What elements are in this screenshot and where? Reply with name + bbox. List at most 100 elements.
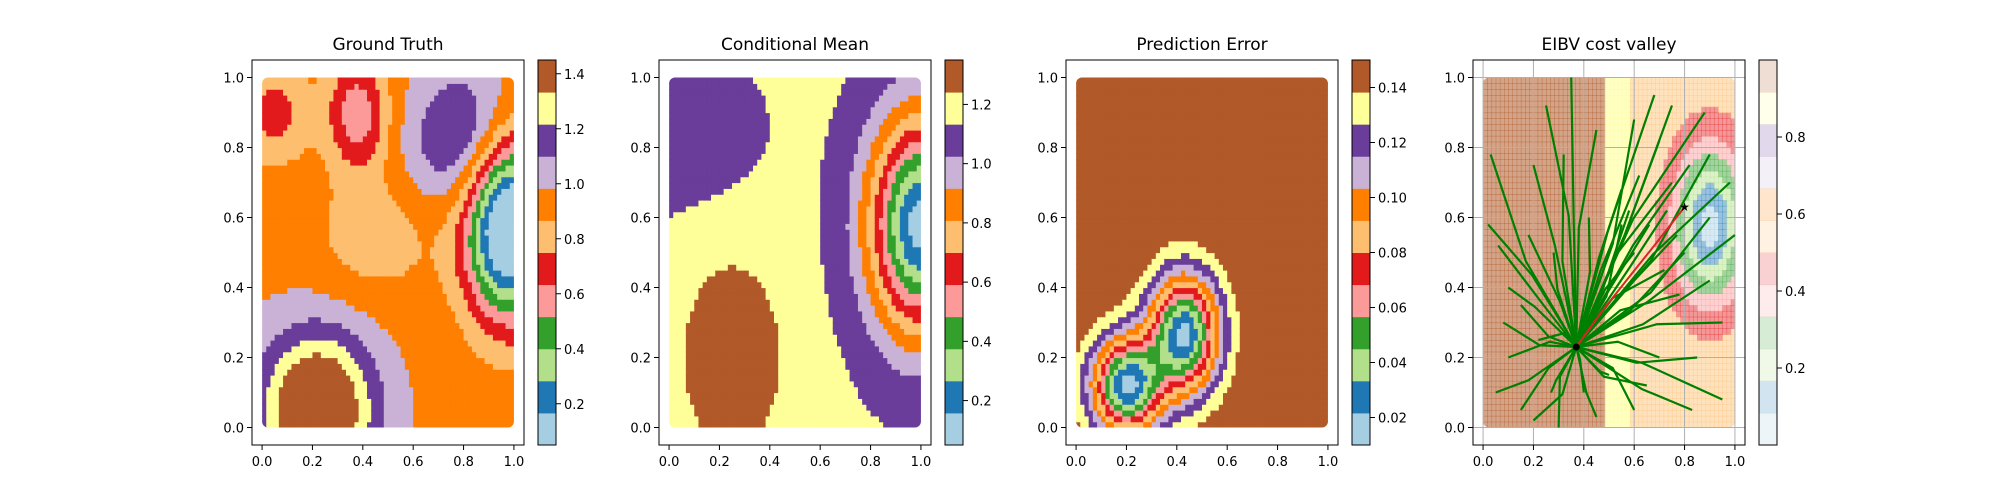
heat-cell bbox=[681, 188, 687, 195]
heat-cell bbox=[744, 217, 750, 224]
heat-cell bbox=[396, 386, 402, 394]
heat-cell bbox=[333, 410, 339, 417]
heat-cell bbox=[291, 375, 297, 382]
heat-cell bbox=[488, 205, 494, 213]
heat-cell bbox=[341, 328, 347, 335]
heat-cell bbox=[757, 188, 763, 195]
heat-cell bbox=[459, 410, 465, 417]
heat-cell bbox=[379, 223, 385, 230]
heat-cell bbox=[341, 270, 347, 277]
heat-cell bbox=[304, 229, 309, 236]
heat-cell bbox=[736, 398, 742, 405]
heat-cell bbox=[274, 380, 280, 388]
heat-cell bbox=[471, 130, 477, 137]
heat-cell bbox=[283, 351, 288, 359]
heat-cell bbox=[492, 118, 498, 125]
heat-cell bbox=[673, 89, 679, 96]
heat-cell bbox=[316, 410, 322, 417]
heat-cell bbox=[392, 229, 397, 236]
heat-cell bbox=[459, 299, 465, 306]
heat-cell bbox=[434, 357, 439, 364]
heat-cell bbox=[497, 153, 502, 160]
heat-cell bbox=[312, 194, 318, 201]
heat-cell bbox=[262, 392, 267, 399]
heat-cell bbox=[509, 281, 514, 289]
heat-cell bbox=[698, 345, 704, 353]
heat-cell bbox=[375, 375, 381, 382]
heat-cell bbox=[476, 100, 481, 108]
heat-cell bbox=[727, 141, 733, 149]
heat-cell bbox=[312, 188, 318, 195]
heat-cell bbox=[488, 345, 494, 353]
heat-cell bbox=[467, 328, 473, 335]
heat-cell bbox=[291, 211, 297, 219]
heat-cell bbox=[471, 421, 477, 428]
heat-cell bbox=[316, 270, 322, 277]
heat-cell bbox=[346, 153, 351, 160]
heat-cell bbox=[266, 410, 272, 417]
heat-cell bbox=[388, 141, 393, 149]
heat-cell bbox=[329, 95, 335, 102]
heat-cell bbox=[274, 293, 280, 300]
heat-cell bbox=[299, 340, 305, 347]
heat-cell bbox=[408, 363, 414, 370]
heat-cell bbox=[446, 83, 452, 90]
heat-cell bbox=[341, 106, 347, 114]
heat-cell bbox=[757, 147, 763, 154]
heat-cell bbox=[467, 223, 473, 230]
heat-cell bbox=[371, 235, 377, 242]
heat-cell bbox=[413, 147, 418, 154]
heat-cell bbox=[685, 211, 691, 219]
heat-cell bbox=[270, 235, 276, 242]
heat-cell bbox=[291, 176, 297, 184]
heat-cell bbox=[295, 410, 301, 417]
heat-cell bbox=[408, 147, 414, 154]
heat-cell bbox=[501, 95, 507, 102]
heat-cell bbox=[748, 305, 754, 312]
heat-cell bbox=[354, 351, 360, 359]
heat-cell bbox=[492, 95, 498, 102]
heat-cell bbox=[278, 118, 284, 125]
heat-cell bbox=[270, 369, 276, 376]
heat-cell bbox=[698, 100, 704, 108]
heat-cell bbox=[711, 264, 716, 271]
heat-cell bbox=[325, 421, 330, 428]
heat-cell bbox=[455, 188, 460, 195]
heat-cell bbox=[719, 345, 725, 353]
heat-cell bbox=[408, 176, 414, 184]
heat-cell bbox=[392, 188, 397, 195]
heat-cell bbox=[388, 386, 393, 394]
heat-cell bbox=[501, 235, 507, 242]
heat-cell bbox=[396, 124, 402, 131]
heat-cell bbox=[400, 77, 406, 84]
heat-cell bbox=[379, 299, 385, 306]
heat-cell bbox=[274, 95, 280, 102]
heat-cell bbox=[404, 141, 410, 149]
heat-cell bbox=[711, 240, 716, 248]
heat-cell bbox=[354, 124, 360, 131]
heat-cell bbox=[719, 205, 725, 213]
heat-cell bbox=[505, 252, 511, 259]
heat-cell bbox=[262, 299, 267, 306]
heat-cell bbox=[497, 89, 502, 96]
heat-cell bbox=[312, 310, 318, 318]
heat-cell bbox=[467, 275, 473, 283]
heat-cell bbox=[505, 281, 511, 289]
heat-cell bbox=[736, 421, 742, 428]
heat-cell bbox=[450, 141, 456, 149]
heat-cell bbox=[669, 380, 674, 388]
heat-cell bbox=[673, 316, 679, 324]
heat-cell bbox=[677, 380, 683, 388]
heat-cell bbox=[446, 135, 452, 143]
heat-cell bbox=[434, 118, 439, 125]
heat-cell bbox=[736, 305, 742, 312]
heat-cell bbox=[505, 170, 511, 178]
heat-cell bbox=[694, 351, 700, 359]
heatmap-field bbox=[262, 77, 514, 428]
heat-cell bbox=[711, 386, 716, 394]
heat-cell bbox=[476, 170, 481, 178]
heat-cell bbox=[446, 118, 452, 125]
heat-cell bbox=[333, 334, 339, 341]
heat-cell bbox=[383, 299, 389, 306]
heat-cell bbox=[316, 112, 322, 119]
